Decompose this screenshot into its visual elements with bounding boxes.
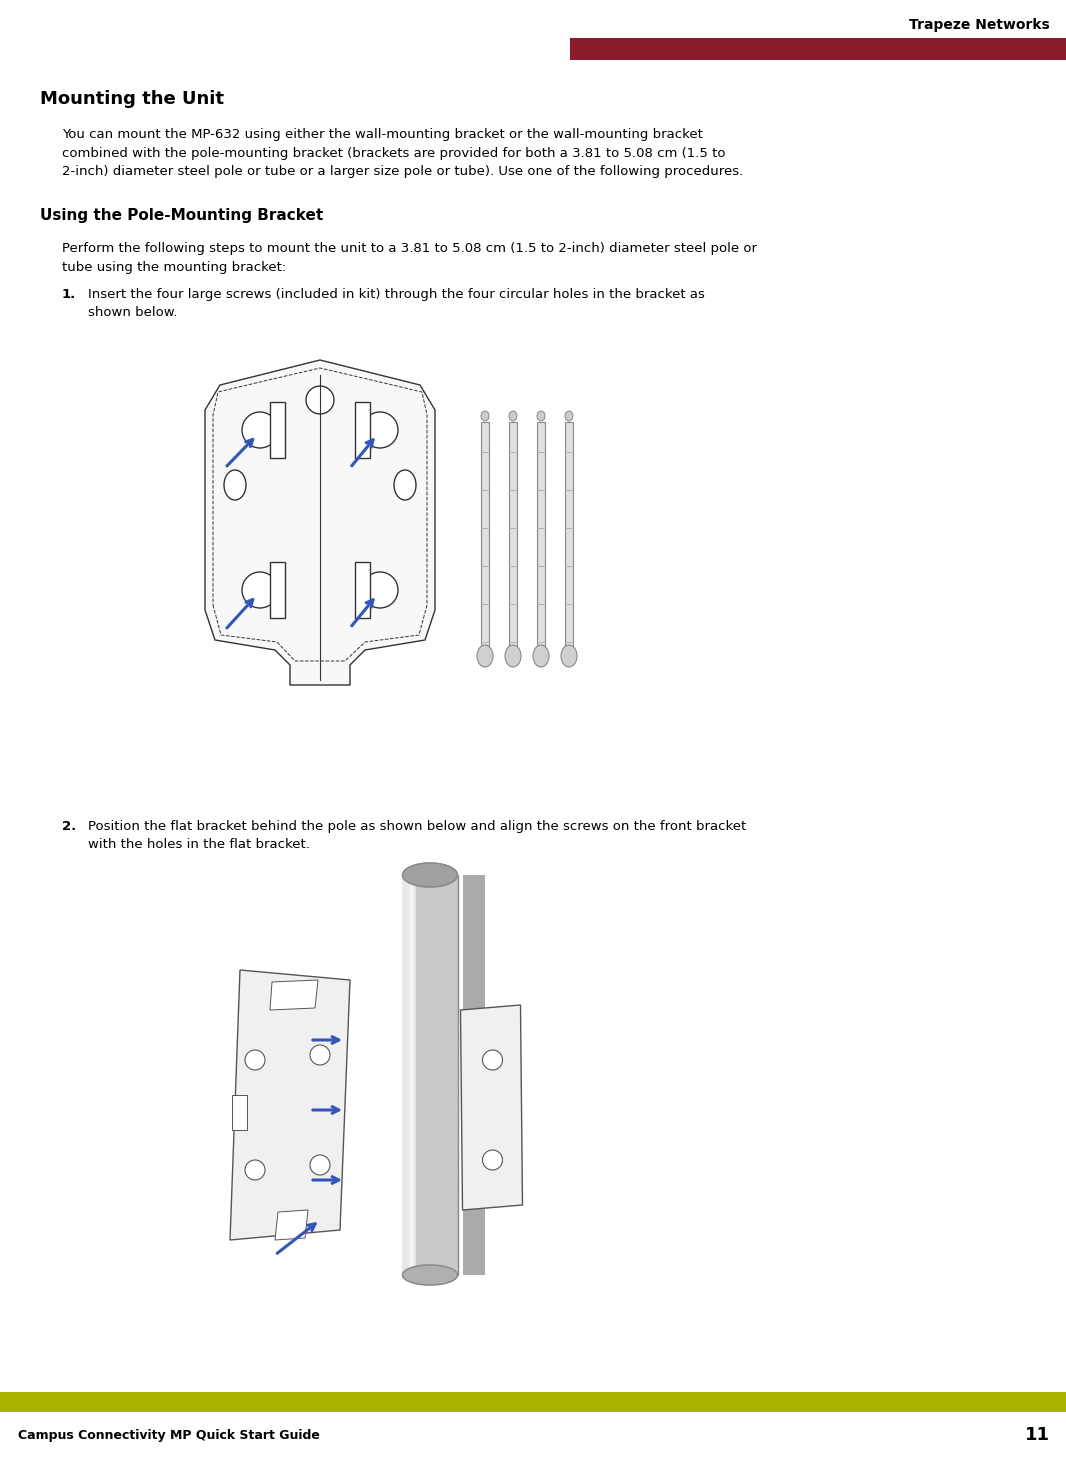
Text: Mounting the Unit: Mounting the Unit (41, 91, 224, 108)
Ellipse shape (561, 645, 577, 667)
Circle shape (362, 572, 398, 608)
Circle shape (483, 1050, 502, 1070)
Ellipse shape (508, 411, 517, 421)
Polygon shape (275, 1211, 308, 1240)
Bar (403, 874, 414, 1275)
Bar (403, 874, 457, 1275)
Polygon shape (270, 980, 318, 1010)
Text: Insert the four large screws (included in kit) through the four circular holes i: Insert the four large screws (included i… (88, 288, 705, 320)
Text: 1.: 1. (62, 288, 77, 301)
Polygon shape (461, 1004, 522, 1211)
Bar (355, 561, 370, 618)
Ellipse shape (481, 411, 489, 421)
Bar (481, 423, 489, 652)
Circle shape (306, 386, 334, 414)
Bar (508, 423, 517, 652)
Text: Perform the following steps to mount the unit to a 3.81 to 5.08 cm (1.5 to 2-inc: Perform the following steps to mount the… (62, 243, 757, 273)
Circle shape (483, 1151, 502, 1170)
Text: Using the Pole-Mounting Bracket: Using the Pole-Mounting Bracket (41, 208, 323, 224)
Circle shape (242, 572, 278, 608)
Polygon shape (403, 1265, 457, 1285)
Ellipse shape (505, 645, 521, 667)
Bar (409, 874, 416, 1275)
Ellipse shape (533, 645, 549, 667)
Text: You can mount the MP-632 using either the wall-mounting bracket or the wall-moun: You can mount the MP-632 using either th… (62, 129, 743, 178)
Circle shape (245, 1159, 265, 1180)
Bar (537, 423, 545, 652)
Circle shape (310, 1045, 330, 1064)
Polygon shape (230, 969, 350, 1240)
Bar (565, 423, 574, 652)
Text: Campus Connectivity MP Quick Start Guide: Campus Connectivity MP Quick Start Guide (18, 1428, 320, 1442)
Polygon shape (205, 360, 435, 686)
Polygon shape (403, 863, 457, 887)
Text: 11: 11 (1025, 1425, 1050, 1444)
Bar (355, 402, 370, 458)
Circle shape (242, 412, 278, 447)
Bar (463, 874, 485, 1275)
Bar (570, 38, 1066, 60)
Ellipse shape (477, 645, 492, 667)
Bar (270, 402, 285, 458)
Bar (232, 1095, 247, 1130)
Ellipse shape (224, 469, 246, 500)
Ellipse shape (565, 411, 574, 421)
Ellipse shape (394, 469, 416, 500)
Circle shape (245, 1050, 265, 1070)
Ellipse shape (537, 411, 545, 421)
Text: Position the flat bracket behind the pole as shown below and align the screws on: Position the flat bracket behind the pol… (88, 820, 746, 851)
Text: Trapeze Networks: Trapeze Networks (909, 18, 1050, 32)
Circle shape (362, 412, 398, 447)
Text: 2.: 2. (62, 820, 77, 833)
Bar (270, 561, 285, 618)
Circle shape (310, 1155, 330, 1175)
Bar (0, 1392, 1066, 1412)
